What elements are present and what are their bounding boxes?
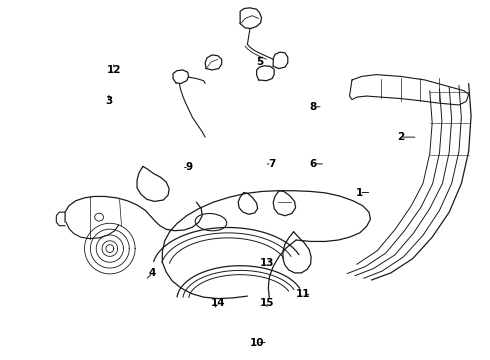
Text: 9: 9 bbox=[186, 162, 193, 172]
Text: 10: 10 bbox=[250, 338, 265, 347]
Text: 13: 13 bbox=[260, 258, 274, 268]
Text: 14: 14 bbox=[211, 298, 225, 308]
Text: 5: 5 bbox=[256, 57, 263, 67]
Text: 8: 8 bbox=[310, 102, 317, 112]
Text: 15: 15 bbox=[260, 298, 274, 308]
Text: 6: 6 bbox=[310, 159, 317, 169]
Text: 7: 7 bbox=[268, 159, 275, 169]
Text: 4: 4 bbox=[149, 268, 156, 278]
Text: 3: 3 bbox=[105, 96, 113, 107]
Text: 11: 11 bbox=[296, 289, 311, 299]
Text: 1: 1 bbox=[356, 188, 363, 198]
Text: 2: 2 bbox=[397, 132, 404, 142]
Text: 12: 12 bbox=[106, 65, 121, 75]
